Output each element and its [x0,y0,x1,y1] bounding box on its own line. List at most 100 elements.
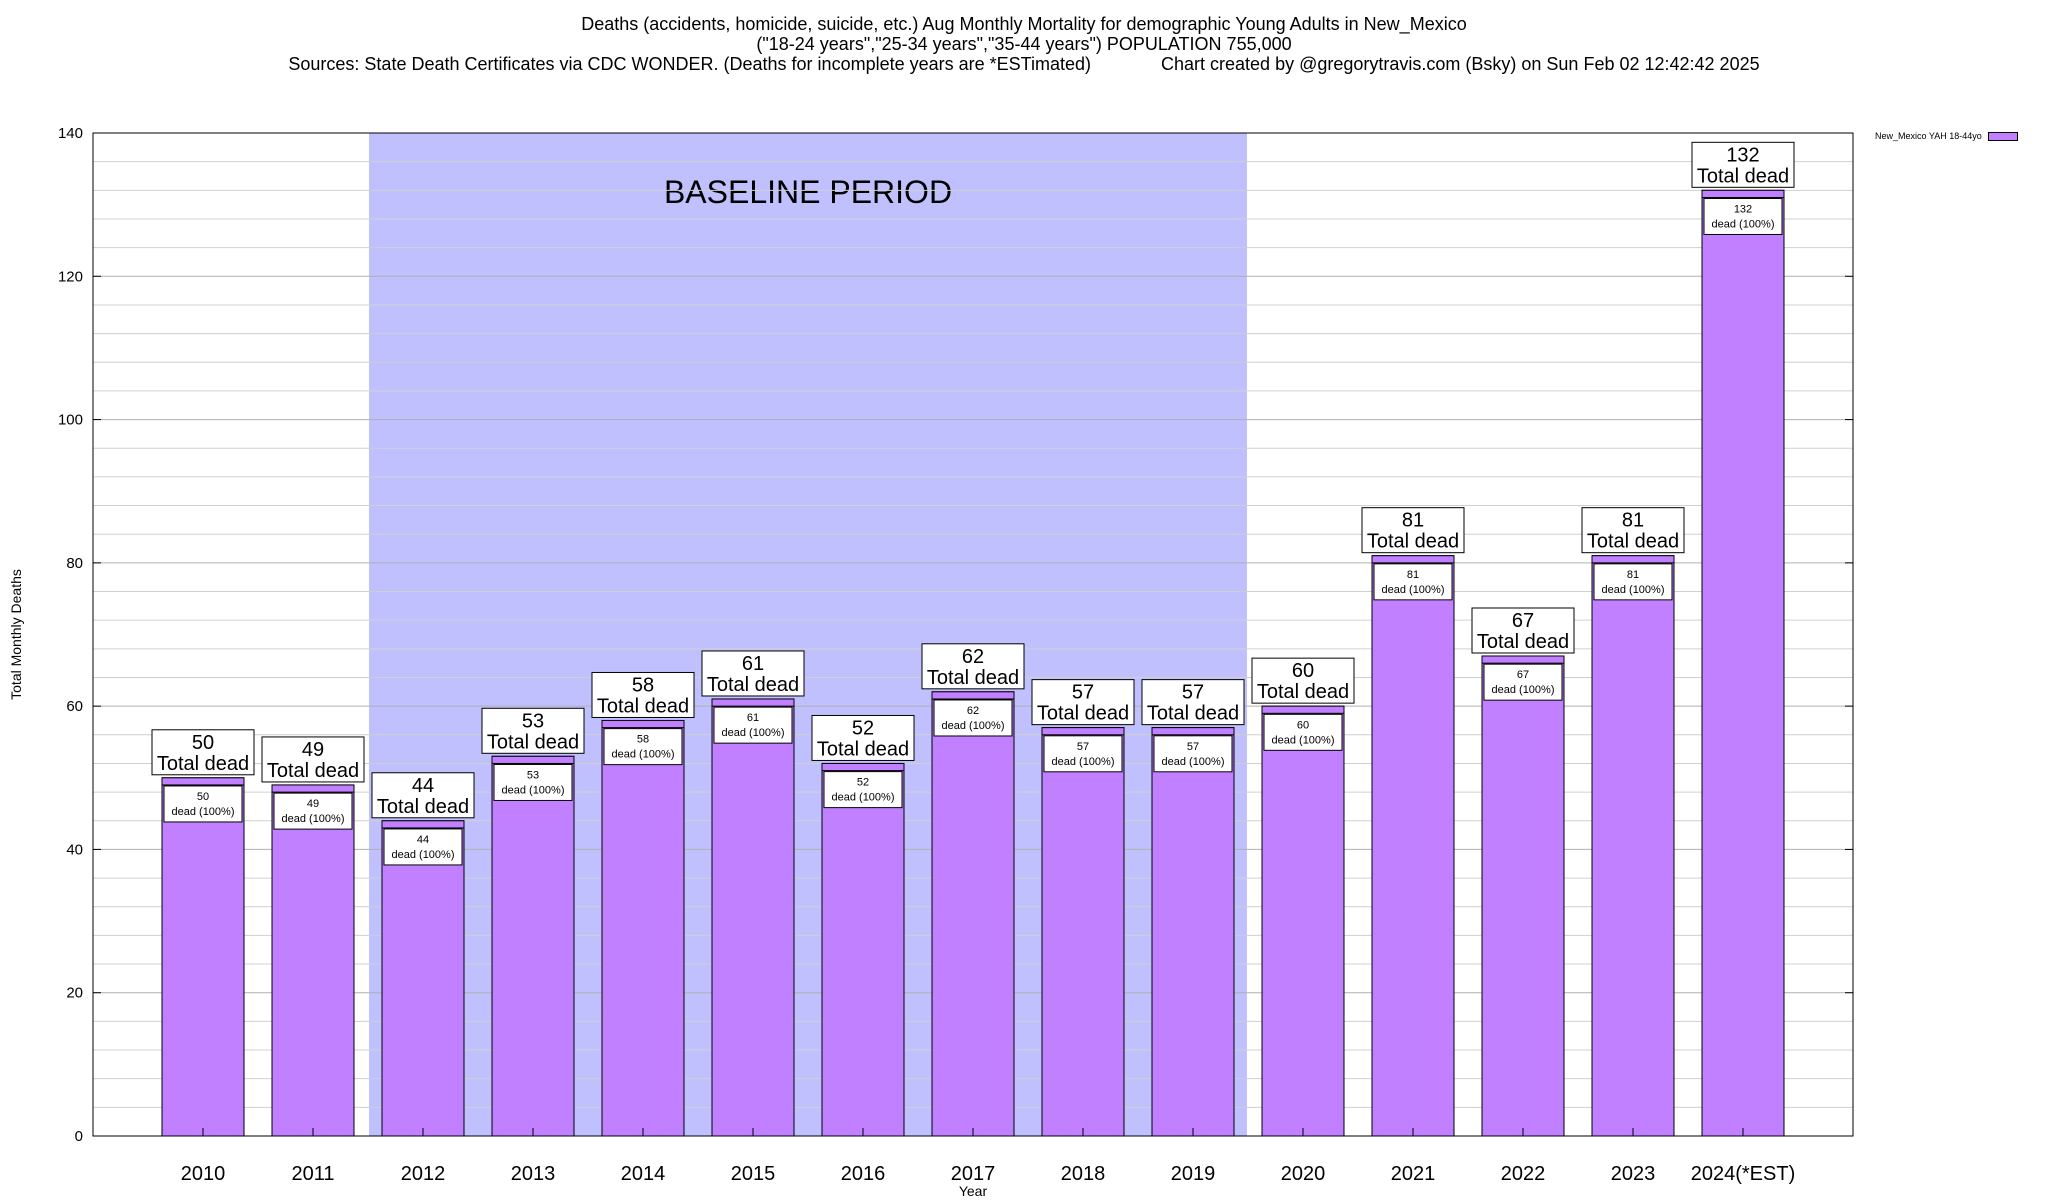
bar-total-label-box [1581,507,1685,554]
bar [1481,655,1565,1137]
chart-source: Sources: State Death Certificates via CD… [288,54,1091,74]
bar-inner-value: 67 [1517,669,1529,681]
bar-total-label-box [261,736,365,783]
bar-total-value: 58 [632,674,654,696]
bar-total-value: 67 [1512,610,1534,632]
bar-total-label-box [591,671,695,718]
x-tick-label: 2022 [1501,1163,1546,1185]
bar-total-text: Total dead [817,738,909,760]
bar-total-text: Total dead [157,753,249,775]
bar-cap [1591,555,1675,564]
bar-total-text: Total dead [487,731,579,753]
x-tick-label: 2014 [621,1163,666,1185]
bar-cap [931,691,1015,700]
bar-inner-pct: dead (100%) [392,849,455,861]
bar [1371,555,1455,1137]
bar-total-text: Total dead [1697,165,1789,187]
bar-inner-value: 60 [1297,719,1309,731]
bar-inner-value: 53 [527,769,539,781]
bar-inner-value: 62 [967,705,979,717]
chart-subtitle: ("18-24 years","25-34 years","35-44 year… [756,34,1292,54]
bar [1591,555,1675,1137]
bar-cap [1371,555,1455,564]
baseline-label: BASELINE PERIOD [664,174,952,210]
bar-total-text: Total dead [707,674,799,696]
bar-inner-value: 57 [1077,741,1089,753]
x-tick-label: 2023 [1611,1163,1656,1185]
bar [1041,727,1125,1137]
bar-total-value: 81 [1622,510,1644,532]
bar-inner-label-box [1593,563,1673,601]
bar-inner-pct: dead (100%) [612,749,675,761]
legend-swatch [1987,131,2018,141]
bar [1701,189,1785,1137]
bar-inner-label-box [1703,197,1783,235]
bar-total-value: 50 [192,732,214,754]
bar [601,719,685,1137]
bar-total-text: Total dead [1257,681,1349,703]
bar-total-value: 61 [742,653,764,675]
bar-total-label-box [151,729,255,776]
y-tick-label: 140 [58,125,83,142]
bar-cap [1481,655,1565,664]
bar-cap [601,719,685,729]
bar-total-text: Total dead [927,667,1019,689]
bar-inner-label-box [493,763,573,801]
x-tick-label: 2021 [1391,1163,1436,1185]
x-tick-label: 2017 [951,1163,996,1185]
chart-source-line: Sources: State Death Certificates via CD… [0,54,2048,74]
bar-inner-label-box [933,699,1013,737]
bar-inner-value: 81 [1627,569,1639,581]
bar [1261,705,1345,1137]
bar-total-value: 52 [852,717,874,739]
bar-total-label-box [921,643,1025,690]
bar [161,777,245,1137]
bar-total-label-box [1471,607,1575,654]
bar-total-value: 53 [522,710,544,732]
x-tick-label: 2020 [1281,1163,1326,1185]
bar-inner-value: 52 [857,777,869,789]
bar-cap [161,777,245,786]
x-tick-label: 2013 [511,1163,556,1185]
chart-title-block: Deaths (accidents, homicide, suicide, et… [0,14,2048,74]
bar-total-value: 60 [1292,660,1314,682]
bar-inner-label-box [603,728,683,766]
bar-total-label-box [1691,141,1795,188]
bar-total-value: 57 [1182,682,1204,704]
bar-total-text: Total dead [597,695,689,717]
bar-total-text: Total dead [1147,703,1239,725]
chart-title: Deaths (accidents, homicide, suicide, et… [581,14,1467,34]
bar-inner-label-box [383,828,463,866]
bar-inner-pct: dead (100%) [832,792,895,804]
x-tick-label: 2011 [291,1163,334,1185]
bar-inner-pct: dead (100%) [1052,756,1115,768]
bar-cap [1151,727,1235,736]
bar-inner-pct: dead (100%) [172,806,235,818]
bar-inner-value: 44 [417,834,429,846]
bar-inner-pct: dead (100%) [942,720,1005,732]
bar-inner-value: 58 [637,734,649,746]
x-tick-label: 2019 [1171,1163,1216,1185]
bar-total-label-box [701,650,805,697]
bar-inner-pct: dead (100%) [1712,218,1775,230]
bar-total-text: Total dead [1367,531,1459,553]
x-tick-label: 2010 [181,1163,226,1185]
bar-total-text: Total dead [1587,531,1679,553]
bar-inner-pct: dead (100%) [502,784,565,796]
bar-cap [1701,189,1785,198]
y-axis-label: Total Monthly Deaths [8,569,24,700]
bar-total-value: 57 [1072,682,1094,704]
bar-total-value: 132 [1726,144,1759,166]
bar-total-label-box [371,772,475,819]
bar-inner-value: 49 [307,798,319,810]
bar-inner-pct: dead (100%) [722,727,785,739]
x-tick-label: 2012 [401,1163,446,1185]
bar-inner-label-box [163,785,243,823]
bar-total-label-box [1251,657,1355,704]
x-tick-label: 2016 [841,1163,886,1185]
x-axis-label: Year [959,1183,988,1199]
bar-inner-label-box [273,792,353,830]
bar-inner-pct: dead (100%) [1272,734,1335,746]
y-tick-label: 80 [66,555,83,572]
bar-inner-label-box [1263,713,1343,751]
